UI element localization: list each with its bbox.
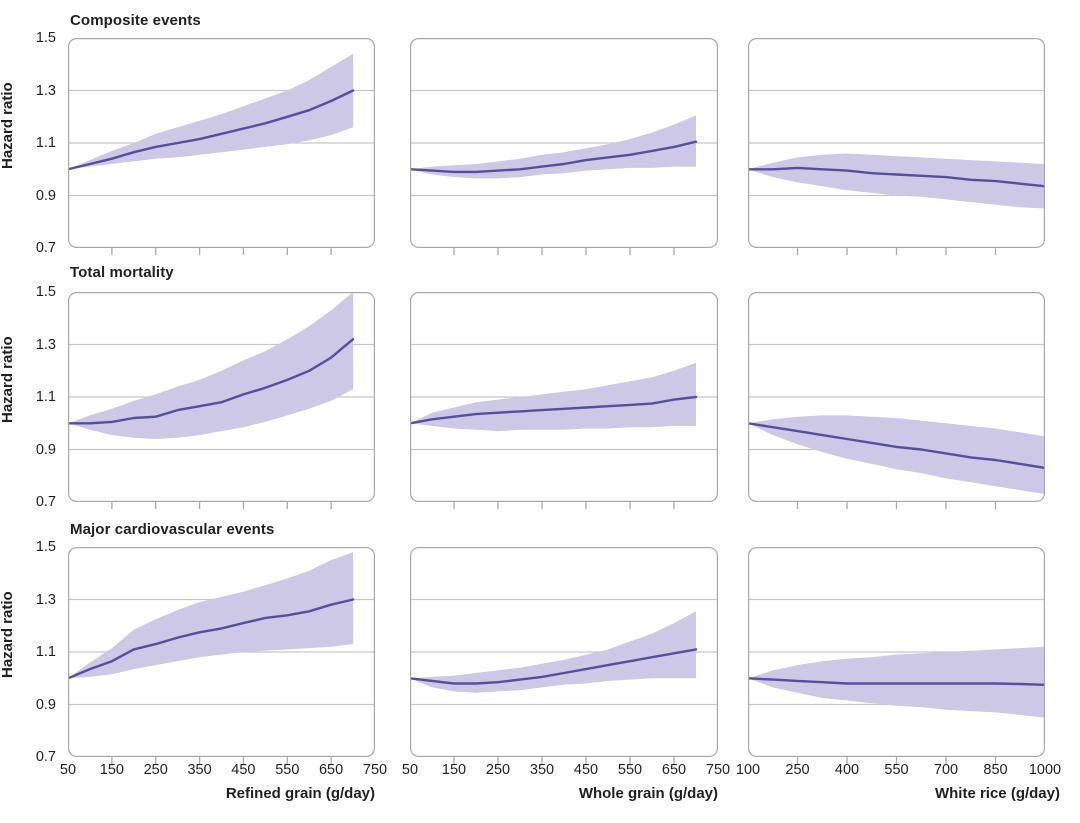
hazard-ratio-curve (411, 648, 698, 685)
x-tick-label: 150 (99, 762, 124, 778)
hazard-ratio-curve (749, 422, 1044, 470)
x-tick-label: 650 (661, 762, 687, 778)
confidence-band (411, 611, 696, 693)
panel-row-title-composite-events: Composite events (70, 12, 201, 29)
panel-composite-refined-grain (68, 38, 375, 256)
x-tick-label: 350 (187, 762, 212, 778)
panel-frame (68, 38, 375, 249)
x-axis-ticks-white-rice: 100 250 400 550 700 850 1000 (736, 761, 1061, 781)
panel-composite-whole-grain (410, 38, 718, 256)
x-tick-label: 450 (231, 762, 256, 778)
hazard-ratio-curve (411, 395, 698, 425)
panel-frame (748, 547, 1045, 758)
panel-cv-refined-grain (68, 547, 375, 765)
panel-cv-whole-grain (410, 547, 718, 765)
x-tick-label: 50 (401, 762, 419, 778)
x-tick-label: 50 (59, 762, 77, 778)
y-axis-ticks: 1.5 1.3 1.1 0.9 0.7 (0, 30, 62, 256)
x-tick-label: 250 (485, 762, 511, 778)
panel-frame (68, 547, 375, 758)
confidence-band (749, 415, 1044, 495)
y-tick-label: 0.7 (35, 240, 56, 256)
x-tick-label: 550 (275, 762, 300, 778)
panel-svg (748, 547, 1045, 764)
x-axis-title-white-rice: White rice (g/day) (934, 785, 1060, 802)
confidence-band (411, 115, 696, 179)
confidence-band (69, 552, 354, 679)
y-axis-ticks: 1.5 1.3 1.1 0.9 0.7 (0, 539, 62, 765)
y-axis-ticks: 1.5 1.3 1.1 0.9 0.7 (0, 284, 62, 510)
panel-cv-white-rice (748, 547, 1045, 765)
confidence-band (749, 646, 1044, 718)
x-tick-label: 250 (143, 762, 168, 778)
panel-svg (748, 38, 1045, 255)
x-tick-label: 100 (735, 762, 761, 778)
panel-composite-white-rice (748, 38, 1045, 256)
hazard-ratio-curve (69, 598, 355, 680)
x-axis-title-refined-grain: Refined grain (g/day) (225, 785, 375, 802)
panel-svg (68, 38, 375, 255)
panel-svg (68, 547, 375, 764)
x-tick-label: 750 (705, 762, 731, 778)
panel-mortality-refined-grain (68, 292, 375, 510)
confidence-band (69, 53, 354, 170)
panel-frame (68, 292, 375, 503)
x-tick-label: 700 (933, 762, 959, 778)
panel-frame (410, 292, 718, 503)
panel-svg (410, 38, 718, 255)
panel-row-title-total-mortality: Total mortality (70, 264, 174, 281)
panel-svg (68, 292, 375, 509)
y-tick-label: 0.7 (35, 494, 56, 510)
panel-svg (410, 292, 718, 509)
x-axis-title-whole-grain: Whole grain (g/day) (578, 785, 718, 802)
x-tick-label: 150 (441, 762, 467, 778)
x-tick-label: 550 (884, 762, 909, 778)
hazard-ratio-curve (69, 89, 355, 171)
y-tick-label: 1.5 (35, 284, 56, 300)
panel-frame (748, 292, 1045, 503)
y-tick-label: 1.5 (35, 539, 56, 555)
panel-row-title-major-cv-events: Major cardiovascular events (70, 521, 275, 538)
x-tick-label: 450 (573, 762, 599, 778)
x-tick-label: 750 (362, 762, 388, 778)
y-tick-label: 1.1 (35, 389, 56, 405)
x-tick-label: 850 (983, 762, 1008, 778)
panel-frame (748, 38, 1045, 249)
x-tick-label: 650 (318, 762, 344, 778)
x-axis-ticks-whole-grain: 50 150 250 350 450 550 650 750 (402, 761, 730, 781)
panel-mortality-whole-grain (410, 292, 718, 510)
y-tick-label: 1.3 (35, 82, 56, 99)
y-tick-label: 1.3 (35, 591, 56, 608)
y-tick-label: 0.9 (35, 696, 56, 713)
y-tick-label: 0.7 (35, 749, 56, 765)
x-tick-label: 350 (529, 762, 555, 778)
x-tick-label: 250 (785, 762, 810, 778)
panel-frame (410, 547, 718, 758)
x-axis-ticks-refined-grain: 50 150 250 350 450 550 650 750 (60, 761, 387, 781)
x-tick-label: 550 (617, 762, 643, 778)
panel-frame (410, 38, 718, 249)
y-tick-label: 1.5 (35, 30, 56, 46)
panel-mortality-white-rice (748, 292, 1045, 510)
x-tick-label: 1000 (1028, 762, 1062, 778)
y-tick-label: 1.1 (35, 644, 56, 660)
panel-svg (748, 292, 1045, 509)
y-tick-label: 1.1 (35, 135, 56, 151)
y-tick-label: 1.3 (35, 336, 56, 353)
x-tick-label: 400 (834, 762, 860, 778)
hazard-ratio-curve (749, 166, 1044, 188)
hazard-ratio-curve (749, 677, 1044, 686)
hazard-ratio-curve (69, 338, 355, 425)
y-tick-label: 0.9 (35, 441, 56, 458)
y-tick-label: 0.9 (35, 187, 56, 204)
confidence-band (69, 293, 354, 439)
hazard-ratio-curve (411, 140, 698, 174)
panel-svg (410, 547, 718, 764)
confidence-band (749, 153, 1044, 209)
